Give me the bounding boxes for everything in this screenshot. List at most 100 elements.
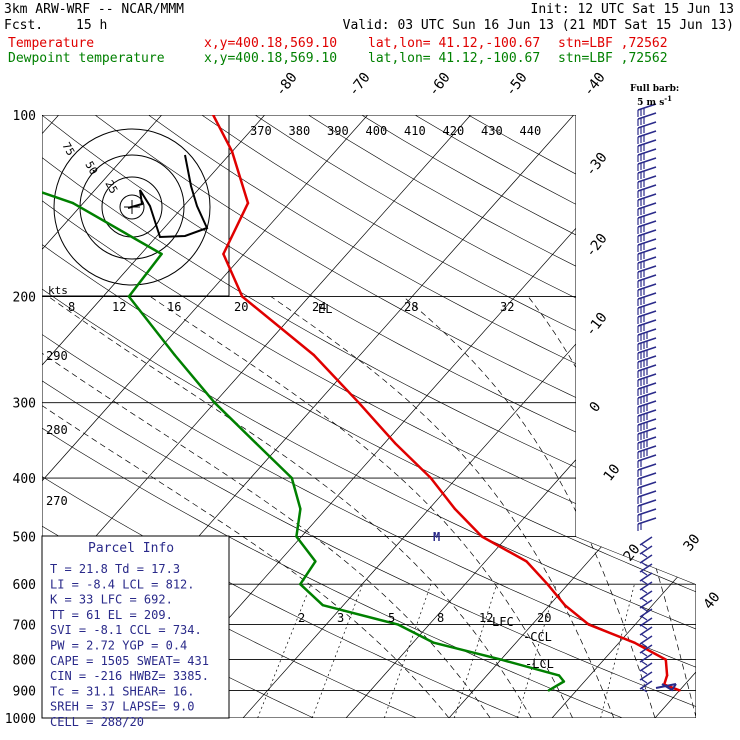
dewpoint-point (71, 201, 75, 205)
wind-barb-icon (637, 247, 657, 261)
wind-barbs (637, 103, 677, 693)
dry-adiabat (42, 115, 696, 718)
dry-adiabat (361, 115, 696, 718)
temperature-point (664, 658, 668, 661)
theta-tick-label: 400 (366, 124, 388, 138)
wind-barb-icon (637, 166, 657, 180)
mixing-ratio-tick-label: 5 (388, 611, 395, 625)
isotherm-line (42, 115, 265, 718)
dewpoint-point (160, 252, 163, 256)
dry-adiabat (42, 115, 696, 718)
dewpoint-point (557, 674, 561, 677)
legend-dewpoint-latlon: lat,lon= 41.12,-100.67 (368, 51, 541, 66)
wind-barb-icon (637, 148, 657, 162)
mixing-ratio-tick-label: 8 (437, 611, 444, 625)
mixing-ratio-tick-label: 12 (479, 611, 493, 625)
pressure-tick-label: 1000 (5, 712, 36, 727)
wind-barb-icon (639, 563, 653, 576)
wind-barb-icon (637, 382, 657, 396)
dewpoint-point (290, 476, 293, 480)
wind-barb-icon (637, 436, 657, 450)
wind-barb-icon (637, 310, 657, 324)
wind-barb-icon (639, 599, 653, 612)
wind-barb-icon (639, 626, 653, 639)
wind-barb-icon (639, 617, 653, 630)
temperature-point (393, 441, 397, 445)
parcel-info-title: Parcel Info (88, 541, 174, 556)
wind-barb-icon (637, 364, 657, 378)
dewpoint-point (314, 560, 317, 563)
temperature-point (633, 641, 636, 644)
parcel-info-box: Parcel Info T = 21.8 Td = 17.3LI = -8.4 L… (41, 535, 230, 729)
temperature-point (429, 476, 433, 480)
wind-barb-icon (639, 680, 653, 693)
wind-barb-icon (637, 292, 657, 306)
wind-barb-icon (637, 490, 657, 504)
dewpoint-point (321, 603, 325, 607)
parcel-info-row: K = 33 LFC = 692. (50, 593, 173, 607)
wind-barb-icon (637, 418, 657, 432)
hodograph-ring-label: 75 (59, 140, 77, 158)
mixing-ratio-tick-label: 32 (500, 300, 514, 314)
wind-barb-icon (639, 608, 653, 621)
pressure-tick-label: 700 (13, 619, 36, 634)
parcel-info-frame (41, 535, 230, 719)
hodograph-ring-label: 25 (102, 178, 120, 196)
valid-time: Valid: 03 UTC Sun 16 Jun 13 (21 MDT Sat … (342, 18, 734, 33)
wind-barb-icon (637, 229, 657, 243)
dewpoint-point (299, 507, 302, 511)
mixing-ratio-tick-label: 20 (537, 611, 551, 625)
mixing-ratio-line (600, 584, 635, 718)
temperature-point (546, 583, 549, 586)
temperature-point (678, 689, 681, 692)
temperature-point (312, 353, 315, 357)
mixing-ratio-line (517, 584, 557, 718)
parcel-info-row: CELL = 288/20 (50, 715, 144, 729)
isotherm-tick-label: -80 (273, 70, 301, 100)
pressure-tick-label: 500 (13, 530, 36, 545)
isotherm-line (654, 115, 696, 718)
parcel-info-row: Tc = 31.1 SHEAR= 16. (50, 684, 195, 698)
lfc-label: LFC (492, 615, 514, 629)
storm-motion-marker: M (433, 530, 440, 544)
temperature-point (357, 401, 361, 404)
lfc-dash: - (488, 617, 495, 631)
moist-adiabat (42, 296, 491, 718)
wind-barb-icon (637, 238, 657, 252)
dry-adiabat (201, 115, 696, 718)
wind-barb-icon (639, 671, 653, 684)
wind-barb-icon (637, 409, 657, 423)
mixing-ratio-tick-label: 3 (337, 611, 344, 625)
init-time: Init: 12 UTC Sat 15 Jun 13 (530, 2, 735, 17)
moist-adiabat (270, 296, 615, 718)
wind-barb-icon (637, 265, 657, 279)
pressure-tick-label: 600 (13, 578, 36, 593)
mixing-ratio-line (311, 584, 363, 718)
wind-barb-icon (637, 184, 657, 198)
legend-temperature-latlon: lat,lon= 41.12,-100.67 (368, 36, 541, 51)
model-title: 3km ARW-WRF -- NCAR/MMM (4, 2, 185, 17)
hodograph-ring-label: 50 (82, 159, 100, 177)
wind-barb-icon (637, 301, 657, 315)
temperature-point (211, 115, 215, 117)
wind-barb-icon (639, 545, 653, 558)
dewpoint-point (213, 401, 216, 404)
mixing-ratio-tick-label: 24 (312, 300, 326, 314)
wind-barb-icon (637, 481, 657, 495)
moist-adiabat (402, 296, 656, 718)
mixing-ratio-tick-label: 2 (298, 611, 305, 625)
temperature-point (246, 201, 250, 205)
isotherm-tick-label: 40 (701, 589, 724, 612)
wind-barb-icon (637, 427, 657, 441)
hodograph-trace (127, 154, 209, 239)
parcel-info-row: T = 21.8 Td = 17.3 (50, 562, 180, 576)
barb-key: Full barb: 5 m s-1 (630, 84, 679, 108)
mixing-ratio-tick-label: 8 (68, 300, 75, 314)
isotherm-tick-label: -10 (583, 310, 611, 340)
temperature-point (665, 674, 669, 677)
wind-barb-icon (637, 211, 657, 225)
wind-barb-icon (637, 355, 657, 369)
isotherm-line (42, 115, 162, 718)
